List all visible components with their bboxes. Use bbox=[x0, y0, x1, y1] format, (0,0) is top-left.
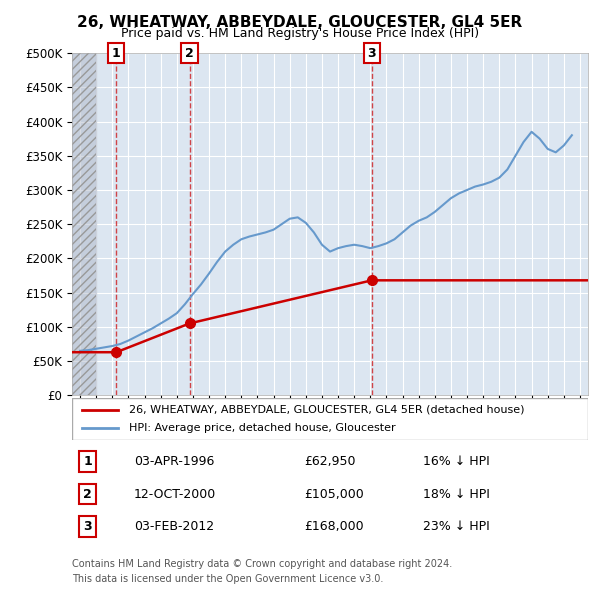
Text: HPI: Average price, detached house, Gloucester: HPI: Average price, detached house, Glou… bbox=[129, 423, 395, 433]
Text: 12-OCT-2000: 12-OCT-2000 bbox=[134, 487, 216, 501]
Text: 1: 1 bbox=[112, 47, 121, 60]
Text: 2: 2 bbox=[83, 487, 92, 501]
Text: 16% ↓ HPI: 16% ↓ HPI bbox=[423, 455, 490, 468]
Text: 3: 3 bbox=[83, 520, 92, 533]
Text: 18% ↓ HPI: 18% ↓ HPI bbox=[423, 487, 490, 501]
Text: Price paid vs. HM Land Registry's House Price Index (HPI): Price paid vs. HM Land Registry's House … bbox=[121, 27, 479, 40]
Text: 26, WHEATWAY, ABBEYDALE, GLOUCESTER, GL4 5ER (detached house): 26, WHEATWAY, ABBEYDALE, GLOUCESTER, GL4… bbox=[129, 405, 524, 415]
Text: 3: 3 bbox=[367, 47, 376, 60]
Text: £62,950: £62,950 bbox=[304, 455, 356, 468]
Text: 1: 1 bbox=[83, 455, 92, 468]
Text: 03-FEB-2012: 03-FEB-2012 bbox=[134, 520, 214, 533]
Text: £105,000: £105,000 bbox=[304, 487, 364, 501]
Text: 03-APR-1996: 03-APR-1996 bbox=[134, 455, 214, 468]
Text: Contains HM Land Registry data © Crown copyright and database right 2024.: Contains HM Land Registry data © Crown c… bbox=[72, 559, 452, 569]
Text: 2: 2 bbox=[185, 47, 194, 60]
FancyBboxPatch shape bbox=[72, 398, 588, 440]
Text: £168,000: £168,000 bbox=[304, 520, 364, 533]
Bar bbox=[72, 53, 96, 395]
Bar bbox=[72, 53, 96, 395]
Text: 26, WHEATWAY, ABBEYDALE, GLOUCESTER, GL4 5ER: 26, WHEATWAY, ABBEYDALE, GLOUCESTER, GL4… bbox=[77, 15, 523, 30]
Text: 23% ↓ HPI: 23% ↓ HPI bbox=[423, 520, 490, 533]
Text: This data is licensed under the Open Government Licence v3.0.: This data is licensed under the Open Gov… bbox=[72, 574, 383, 584]
